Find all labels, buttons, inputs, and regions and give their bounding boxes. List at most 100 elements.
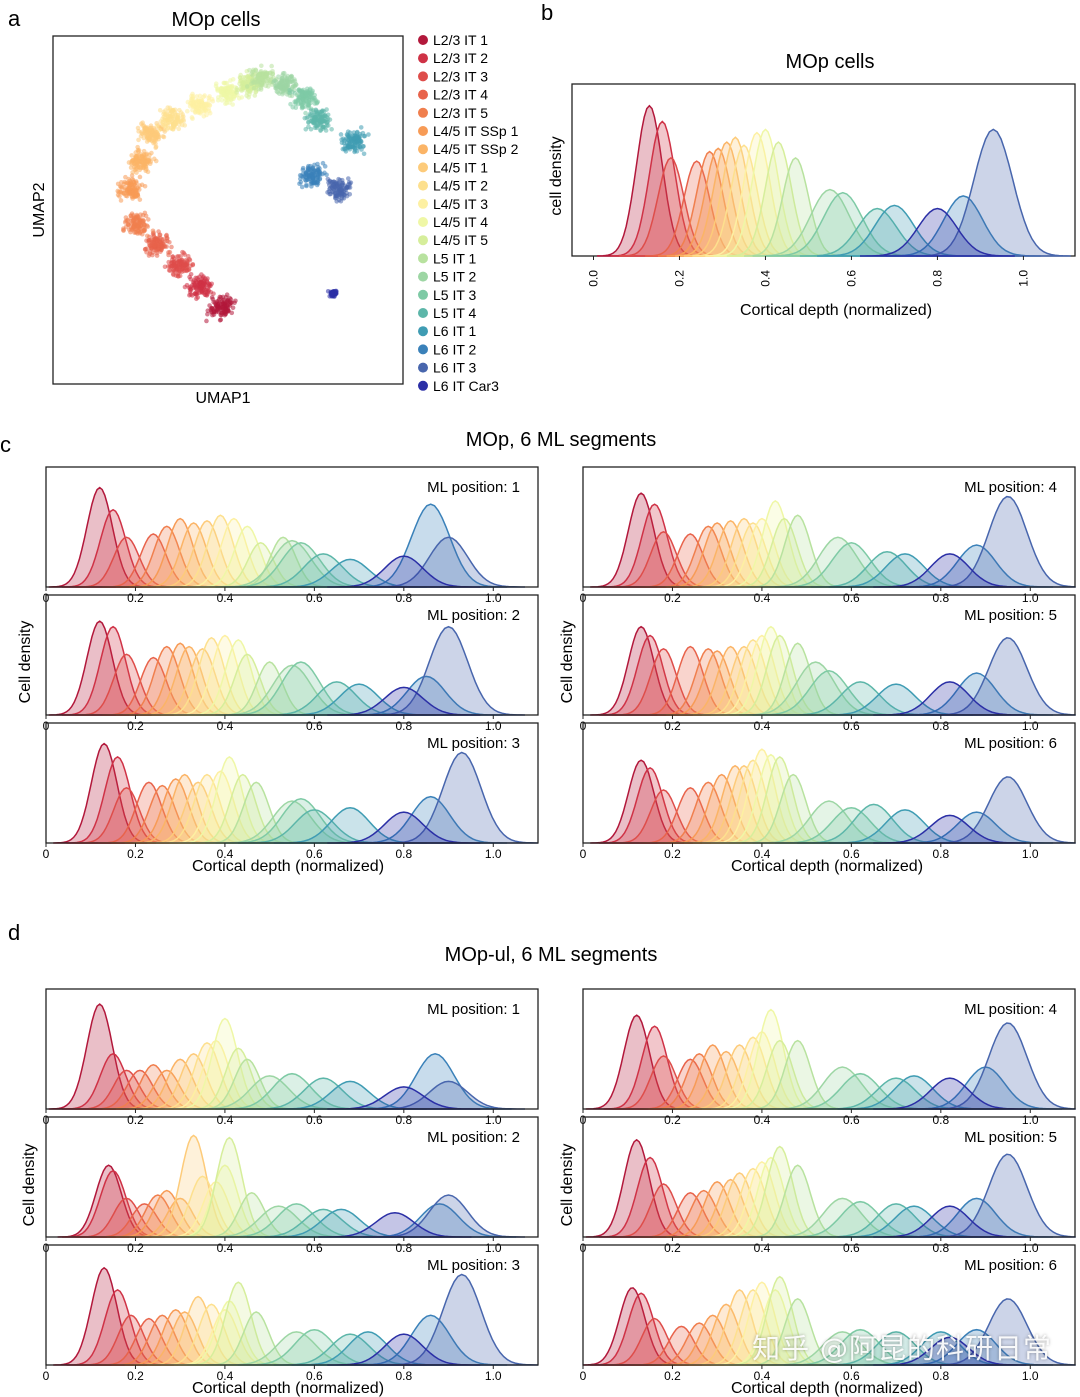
umap-point [147, 243, 153, 248]
legend-marker [418, 344, 428, 355]
umap-point [265, 80, 270, 85]
umap-point [318, 127, 323, 133]
umap-point [146, 253, 152, 258]
subplot: ML position: 3 0 0.2 0.4 0.6 0.8 1.0 [43, 1244, 539, 1383]
umap-cluster [142, 229, 174, 258]
density-curve [129, 517, 232, 588]
x-tick-label: 0.8 [395, 847, 412, 861]
density-curve [639, 786, 742, 844]
x-tick-label: 0 [43, 1369, 50, 1383]
umap-point [150, 252, 155, 258]
umap-point [277, 84, 283, 89]
density-curve [187, 1281, 290, 1366]
umap-point [158, 119, 164, 124]
umap-point [139, 131, 145, 136]
umap-point [190, 96, 196, 102]
umap-point [136, 149, 141, 154]
legend-marker [418, 89, 428, 100]
ml-position-label: ML position: 5 [964, 607, 1057, 624]
umap-point [271, 78, 277, 84]
umap-point [169, 244, 174, 250]
umap-point [132, 164, 137, 170]
umap-point [221, 80, 227, 86]
panel-d-ylabel-right: Cell density [559, 1144, 576, 1227]
umap-point [140, 120, 145, 126]
subplot-frame [582, 722, 1076, 844]
umap-point [152, 127, 158, 132]
umap-point [176, 126, 182, 132]
umap-point [167, 105, 173, 111]
umap-point [308, 126, 314, 132]
umap-legend: L2/3 IT 1 L2/3 IT 2 L2/3 IT 3 L2/3 IT 4 L2/3… [418, 32, 519, 394]
density-curve [724, 499, 827, 588]
umap-point [336, 194, 342, 199]
legend-marker [418, 198, 428, 209]
umap-point [327, 117, 333, 122]
density-curve [739, 661, 893, 716]
panel-d-ylabel-left: Cell density [21, 1144, 38, 1227]
umap-point [208, 283, 213, 289]
umap-point [312, 92, 317, 98]
density-curve [666, 522, 769, 588]
umap-point [325, 288, 331, 294]
legend-marker [418, 35, 428, 45]
x-tick-label: 0.8 [932, 1369, 949, 1383]
umap-point [252, 93, 258, 98]
umap-point [309, 184, 314, 189]
umap-cluster [184, 91, 216, 122]
umap-point [149, 150, 154, 156]
x-tick-label: 0.2 [127, 847, 144, 861]
umap-point [336, 176, 341, 182]
density-curve [743, 156, 848, 257]
legend-label: L4/5 IT SSp 1 [433, 123, 519, 139]
density-curve [728, 755, 831, 844]
density-curve [733, 517, 836, 588]
legend-marker [418, 308, 428, 318]
ml-position-label: ML position: 6 [964, 1257, 1057, 1274]
umap-point [167, 117, 173, 122]
umap-point [143, 155, 149, 160]
umap-point [293, 82, 299, 88]
umap-point [224, 95, 230, 100]
density-curve [66, 1289, 169, 1366]
density-curve [178, 1136, 281, 1238]
umap-point [155, 131, 160, 136]
x-tick-label: 0.8 [395, 1241, 412, 1255]
umap-point [133, 153, 139, 159]
x-tick-label: 0.4 [217, 719, 234, 733]
density-curve [701, 759, 805, 844]
umap-point [235, 87, 240, 93]
umap-point [354, 135, 360, 140]
x-tick-label: 1.0 [1022, 591, 1039, 605]
density-curve [48, 486, 151, 588]
x-tick-label: 1.0 [1022, 1369, 1039, 1383]
umap-point [168, 126, 174, 131]
umap-point [239, 95, 245, 100]
subplot-frame [582, 1116, 1076, 1238]
umap-point [137, 230, 143, 236]
density-curve [701, 639, 805, 716]
umap-point [247, 92, 252, 97]
subplot: ML position: 3 0 0.2 0.4 0.6 0.8 1.0 [43, 722, 539, 861]
ml-position-label: ML position: 2 [427, 607, 520, 624]
density-curve [885, 195, 1041, 257]
umap-point [160, 134, 166, 139]
density-curve [169, 514, 272, 588]
umap-point [183, 265, 188, 271]
umap-point [278, 77, 284, 83]
umap-point [128, 182, 134, 187]
density-curve [645, 160, 749, 257]
umap-point [143, 159, 149, 165]
density-curve [657, 150, 762, 257]
umap-point [137, 183, 142, 188]
umap-point [144, 133, 149, 139]
legend-label: L5 IT 4 [433, 305, 477, 321]
x-tick-label: 1.0 [1022, 1113, 1039, 1127]
umap-point [156, 247, 161, 252]
x-tick-label: 0.6 [306, 719, 323, 733]
umap-point [361, 151, 367, 157]
subplot-frame [582, 466, 1076, 588]
umap-frame [52, 35, 404, 385]
umap-point [132, 186, 138, 191]
umap-point [293, 101, 298, 107]
